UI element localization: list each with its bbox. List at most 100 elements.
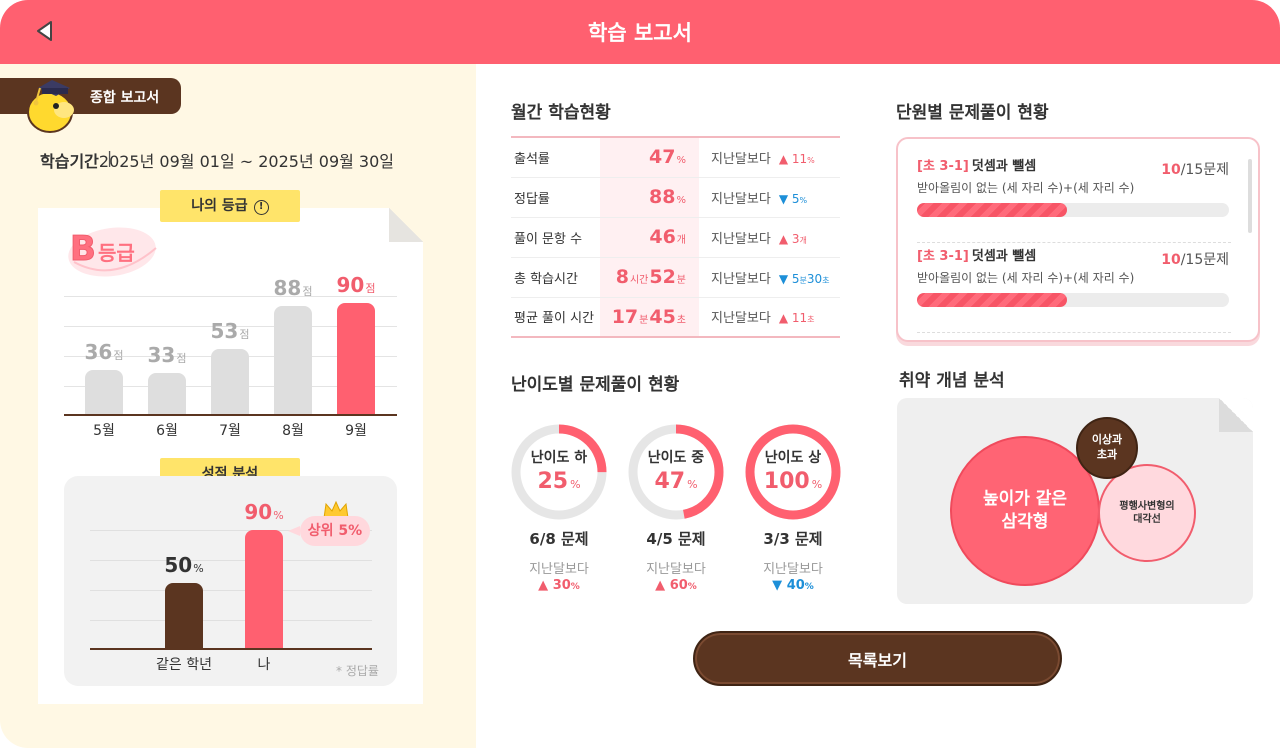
chart-value-label: 36점	[84, 339, 124, 364]
monthly-title: 월간 학습현황	[511, 103, 611, 123]
up-triangle-icon: ▲	[778, 231, 792, 246]
chart-bar	[337, 303, 375, 414]
difficulty-donut: 난이도 하 25%	[510, 423, 608, 521]
value-unit: 분	[639, 314, 649, 326]
value-unit: 시간	[629, 275, 649, 286]
down-triangle-icon: ▼	[772, 578, 787, 593]
delta-unit: %	[570, 582, 580, 592]
compare-label: 지난달보다	[711, 191, 771, 207]
unit-code: [초 3-1]	[917, 249, 969, 264]
summary-panel: 종합 보고서 학습기간 | 2025년 09월 01일 ~ 2025년 09월 30…	[0, 64, 476, 748]
period-value: 2025년 09월 01일 ~ 2025년 09월 30일	[98, 152, 395, 171]
units-card[interactable]: [초 3-1] 덧셈과 뺄셈 받아올림이 없는 (세 자리 수)+(세 자리 수) 1…	[896, 137, 1260, 342]
donut-ring	[628, 424, 724, 520]
percent-unit: %	[570, 478, 581, 491]
up-triangle-icon: ▲	[655, 578, 670, 593]
monthly-row-label: 총 학습시간	[511, 256, 600, 297]
value-unit: %	[676, 155, 686, 167]
grade-section-label: 나의 등급	[191, 198, 248, 214]
donut-center: 난이도 하 25%	[510, 447, 608, 494]
unit-subtitle: 받아올림이 없는 (세 자리 수)+(세 자리 수)	[917, 181, 1135, 195]
difficulty-donut: 난이도 중 47%	[627, 423, 725, 521]
units-scrollbar[interactable]	[1248, 159, 1252, 233]
unit-heading: [초 3-1] 덧셈과 뺄셈	[917, 155, 1231, 174]
unit-code: [초 3-1]	[917, 159, 969, 174]
value-unit: 점	[365, 282, 376, 296]
unit-list-item[interactable]: [초 3-1] 덧셈과 뺄셈 받아올림이 없는 (세 자리 수)+(세 자리 수) 1…	[917, 155, 1231, 243]
up-triangle-icon: ▲	[538, 578, 553, 593]
grade-stamp: B 등급	[68, 227, 157, 277]
chart-category-label: 나	[257, 657, 271, 673]
info-circle-icon[interactable]: !	[253, 200, 269, 215]
monthly-table: 출석률 47% 지난달보다 ▲ 11% 정답률 88% 지난달보다 ▼ 5% 풀이 문항 수 46…	[511, 136, 840, 338]
chart-category-label: 7월	[219, 423, 241, 439]
value-unit: 초	[676, 314, 686, 326]
difficulty-title: 난이도별 문제풀이 현황	[511, 375, 680, 395]
header-bar: 학습 보고서	[0, 0, 1280, 64]
unit-heading: [초 3-1] 덧셈과 뺄셈	[917, 245, 1231, 264]
up-triangle-icon: ▲	[778, 151, 792, 166]
chart-bar	[274, 305, 312, 414]
delta-unit: 초	[807, 315, 815, 325]
monthly-row-compare: 지난달보다 ▲ 3개	[699, 216, 840, 257]
donut-ring	[511, 424, 607, 520]
badge-pointer	[288, 526, 300, 536]
up-triangle-icon: ▲	[778, 311, 792, 326]
delta-unit: 분	[799, 275, 807, 285]
summary-tag: 종합 보고서	[0, 78, 181, 133]
back-triangle-icon[interactable]	[28, 14, 62, 48]
chart-bar	[165, 582, 203, 648]
chart-gridline	[90, 560, 372, 561]
value-unit: 점	[113, 348, 124, 362]
delta-down: ▼ 5%	[778, 191, 808, 206]
compare-label: 지난달보다	[711, 231, 771, 247]
percent-unit: %	[811, 478, 823, 491]
donut-delta: ▼ 40%	[772, 578, 814, 593]
crown-icon	[323, 500, 349, 519]
monthly-row-label: 풀이 문항 수	[511, 216, 600, 257]
grade-suffix: 등급	[98, 241, 135, 265]
unit-progress-track	[917, 203, 1229, 217]
delta-up: ▲ 11초	[778, 311, 815, 326]
chart-category-label: 같은 학년	[156, 657, 212, 673]
compare-label: 지난달보다	[711, 271, 771, 287]
list-button[interactable]: 목록보기	[693, 631, 1062, 686]
value-unit: %	[193, 561, 204, 575]
analysis-footnote: * 정답률	[336, 664, 379, 678]
weak-concept-bubble[interactable]: 평행사변형의 대각선	[1098, 464, 1196, 562]
delta-down: ▼ 5분30초	[778, 271, 830, 286]
donut-fill	[511, 424, 607, 520]
percent-unit: %	[687, 478, 698, 491]
donut-compare-label: 지난달보다	[646, 562, 706, 577]
study-period: 학습기간 | 2025년 09월 01일 ~ 2025년 09월 30일	[40, 148, 395, 171]
monthly-row-compare: 지난달보다 ▼ 5%	[699, 176, 840, 217]
chart-category-label: 9월	[345, 423, 367, 439]
unit-list-item[interactable]: [초 3-1] 덧셈과 뺄셈 받아올림이 없는 (세 자리 수)+(세 자리 수) 1…	[917, 245, 1231, 333]
paper-fold	[389, 208, 423, 242]
donut-delta: ▲ 60%	[655, 578, 697, 593]
grade-ribbon: 나의 등급!	[160, 190, 300, 222]
unit-score: 10/15문제	[1161, 252, 1229, 268]
chart-bar	[211, 348, 249, 414]
top-rank-badge: 상위 5%	[300, 516, 370, 546]
monthly-row: 풀이 문항 수 46개 지난달보다 ▲ 3개	[511, 216, 840, 257]
page-title: 학습 보고서	[588, 21, 692, 45]
chart-value-label: 90점	[336, 273, 376, 298]
donut-count: 4/5 문제	[646, 530, 706, 548]
monthly-row: 평균 풀이 시간 17분45초 지난달보다 ▲ 11초	[511, 296, 840, 338]
unit-name: 덧셈과 뺄셈	[971, 249, 1037, 264]
back-button[interactable]	[28, 14, 62, 48]
chart-gridline	[64, 296, 397, 297]
donut-count: 3/3 문제	[763, 530, 823, 548]
period-label: 학습기간	[40, 152, 99, 171]
chart-axis	[90, 648, 372, 650]
compare-label: 지난달보다	[711, 151, 771, 167]
weak-concept-bubble[interactable]: 이상과 초과	[1076, 417, 1138, 479]
donut-level-label: 난이도 중	[647, 450, 705, 466]
value-unit: 점	[176, 352, 187, 366]
donut-fill	[628, 424, 724, 520]
donut-level-label: 난이도 하	[530, 450, 588, 466]
chart-category-label: 5월	[93, 423, 115, 439]
value-unit: %	[676, 195, 686, 206]
